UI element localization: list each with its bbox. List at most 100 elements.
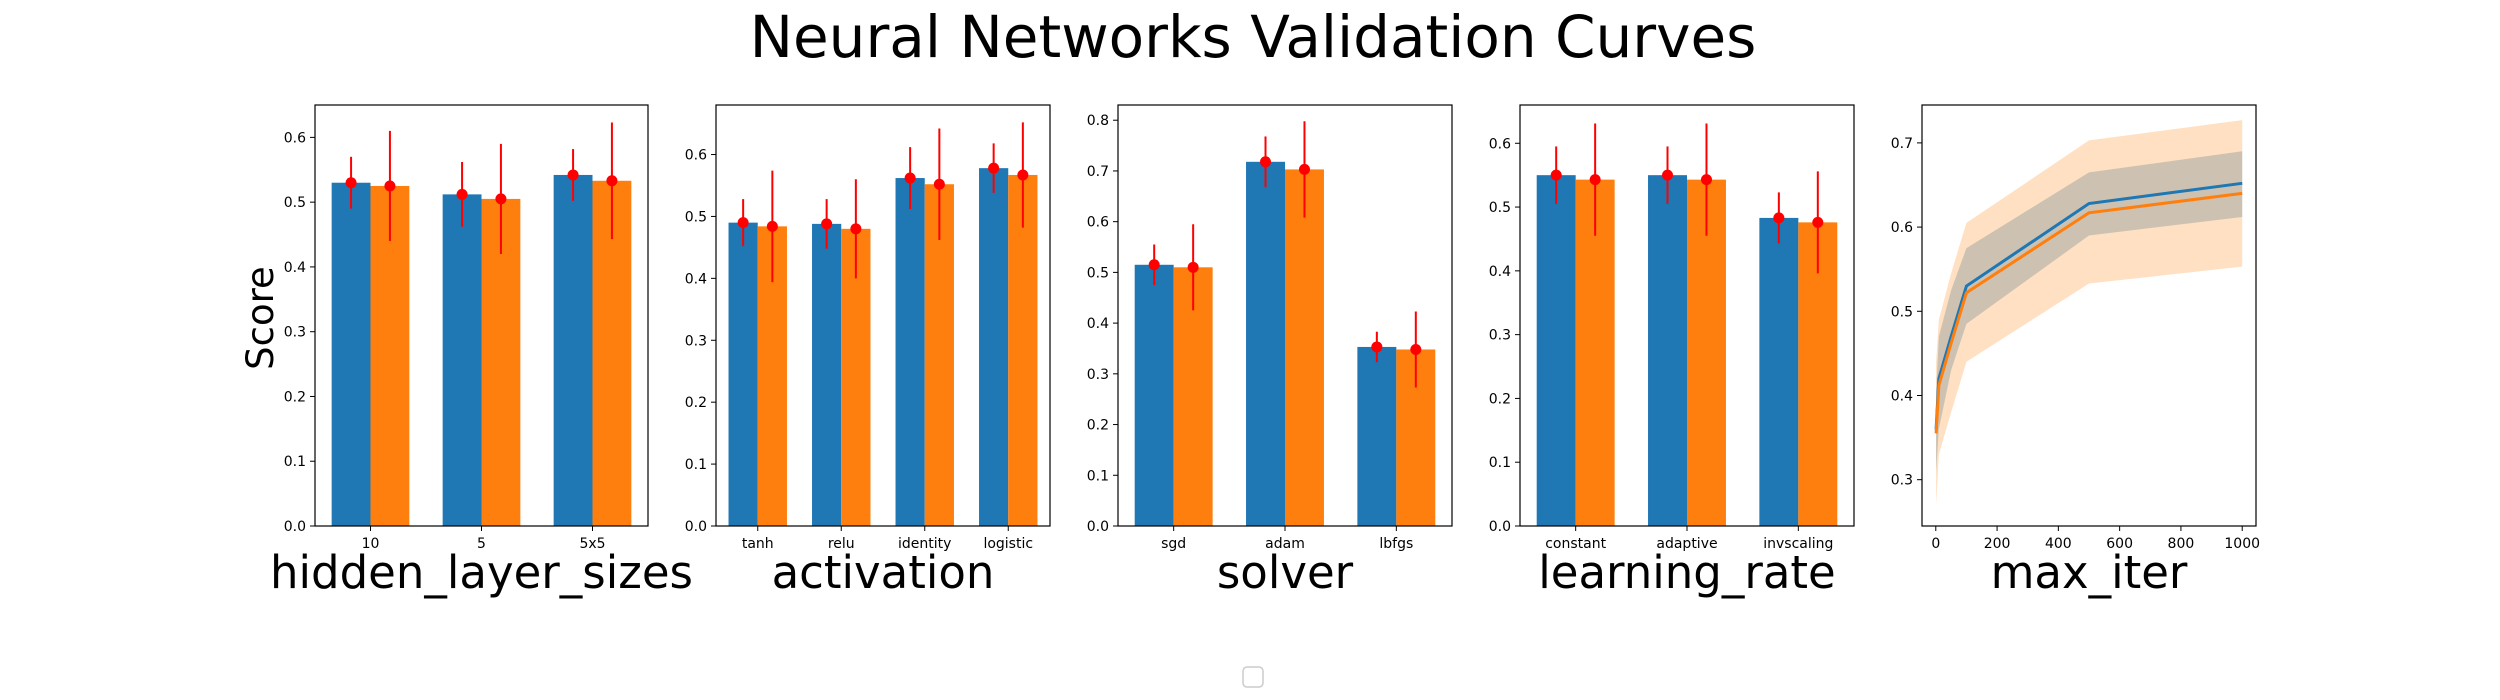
y-tick-label: 0.1 xyxy=(1087,468,1109,484)
error-point xyxy=(606,175,618,187)
y-tick-label: 0.2 xyxy=(1489,391,1511,407)
error-point xyxy=(1187,261,1199,273)
x-tick-label: 1000 xyxy=(2224,536,2260,552)
bar-test xyxy=(1173,267,1213,526)
y-tick-label: 0.6 xyxy=(1087,215,1109,231)
error-point xyxy=(384,180,396,192)
x-tick-label: 5x5 xyxy=(579,536,605,552)
error-point xyxy=(495,193,507,205)
confidence-band xyxy=(1936,120,2243,505)
panels: 10 5 5x5 0.0 0.1 0.2 0.3 0.4 0.5 0.6 hidden_layer_… xyxy=(270,104,2260,599)
bar-train xyxy=(1134,264,1174,526)
x-axis-label: learning_rate xyxy=(1538,546,1836,599)
y-tick-label: 0.5 xyxy=(284,195,306,211)
x-tick-label: lbfgs xyxy=(1379,536,1413,552)
y-tick-label: 0.6 xyxy=(685,148,707,164)
bar-test xyxy=(1687,179,1726,526)
y-tick-label: 0.7 xyxy=(1891,136,1913,152)
bar-test xyxy=(924,184,954,526)
y-tick-label: 0.5 xyxy=(685,209,707,225)
y-tick-label: 0.6 xyxy=(1489,136,1511,152)
x-axis-label: solver xyxy=(1217,546,1354,599)
error-point xyxy=(1773,212,1785,224)
bar-train xyxy=(812,223,842,526)
panel-0: 10 5 5x5 0.0 0.1 0.2 0.3 0.4 0.5 0.6 hidden_layer_… xyxy=(270,104,693,599)
axes-frame xyxy=(314,104,649,527)
y-tick-label: 0.3 xyxy=(1489,328,1511,344)
y-tick-label: 0.3 xyxy=(1891,473,1913,489)
error-point xyxy=(567,169,579,181)
x-axis-label: max_iter xyxy=(1991,546,2188,599)
error-point xyxy=(1589,174,1601,186)
confidence-band xyxy=(1936,151,2243,472)
bar-test xyxy=(1285,169,1324,526)
x-tick-label: adam xyxy=(1265,536,1305,552)
x-tick-label: 800 xyxy=(2168,536,2195,552)
bar-train xyxy=(728,222,758,526)
empty-legend-box xyxy=(1242,666,1264,688)
y-tick-label: 0.0 xyxy=(284,519,306,535)
y-tick-label: 0.0 xyxy=(685,519,707,535)
error-point xyxy=(766,220,778,232)
bar-train xyxy=(442,194,482,527)
y-tick-label: 0.2 xyxy=(1087,418,1109,434)
error-point xyxy=(821,218,833,230)
panel-2: sgd adam lbfgs 0.0 0.1 0.2 0.3 0.4 0.5 0.6 0.7 0.8 s… xyxy=(1087,104,1453,599)
y-tick-label: 0.2 xyxy=(284,389,306,405)
x-tick-label: constant xyxy=(1545,536,1606,552)
bar-train xyxy=(979,168,1009,526)
y-tick-label: 0.4 xyxy=(685,271,707,287)
axes-frame xyxy=(715,104,1051,527)
x-tick-label: 600 xyxy=(2106,536,2133,552)
x-tick-label: identity xyxy=(898,536,951,552)
x-tick-label: adaptive xyxy=(1656,536,1717,552)
x-tick-label: 10 xyxy=(362,536,380,552)
bar-train xyxy=(895,178,925,526)
x-tick-label: 400 xyxy=(2045,536,2072,552)
axes-frame xyxy=(1519,104,1855,527)
panel-4: 0 200 400 600 800 1000 0.3 0.4 0.5 0.6 0.7 max_iter xyxy=(1891,104,2260,599)
y-tick-label: 0.2 xyxy=(685,395,707,411)
error-point xyxy=(1550,169,1562,181)
y-tick-label: 0.8 xyxy=(1087,113,1109,129)
error-point xyxy=(904,172,916,184)
error-point xyxy=(1148,259,1160,271)
bar-train xyxy=(553,174,593,526)
bar-test xyxy=(1008,174,1038,526)
panel-3: constant adaptive invscaling 0.0 0.1 0.2 0.3 0.… xyxy=(1489,104,1855,599)
y-tick-label: 0.6 xyxy=(1891,220,1913,236)
x-axis-label: hidden_layer_sizes xyxy=(270,546,693,599)
bar-test xyxy=(370,185,410,526)
error-point xyxy=(850,223,862,235)
y-tick-label: 0.4 xyxy=(1087,316,1109,332)
error-point xyxy=(988,162,1000,174)
bar-train xyxy=(331,182,371,526)
error-point xyxy=(1260,156,1272,168)
y-axis-label: Score xyxy=(239,266,282,370)
x-tick-label: relu xyxy=(828,536,855,552)
error-point xyxy=(1410,343,1422,355)
y-tick-label: 0.3 xyxy=(685,333,707,349)
bar-train xyxy=(1357,346,1397,526)
error-point xyxy=(1298,163,1310,175)
y-tick-label: 0.3 xyxy=(1087,367,1109,383)
y-tick-label: 0.4 xyxy=(1489,264,1511,280)
y-tick-label: 0.1 xyxy=(284,454,306,470)
x-tick-label: invscaling xyxy=(1763,536,1833,552)
y-tick-label: 0.1 xyxy=(1489,455,1511,471)
error-point xyxy=(345,177,357,189)
error-point xyxy=(933,178,945,190)
y-tick-label: 0.1 xyxy=(685,457,707,473)
x-tick-label: sgd xyxy=(1161,536,1186,552)
error-point xyxy=(1700,174,1712,186)
x-tick-label: logistic xyxy=(983,536,1033,552)
panel-1: tanh relu identity logistic 0.0 0.1 0.2 0.3 0.4 0… xyxy=(685,104,1051,599)
error-point xyxy=(1017,169,1029,181)
y-tick-label: 0.7 xyxy=(1087,164,1109,180)
error-point xyxy=(1662,169,1674,181)
error-point xyxy=(456,188,468,200)
bar-train xyxy=(1759,217,1799,526)
y-tick-label: 0.0 xyxy=(1087,519,1109,535)
x-tick-label: tanh xyxy=(742,536,774,552)
